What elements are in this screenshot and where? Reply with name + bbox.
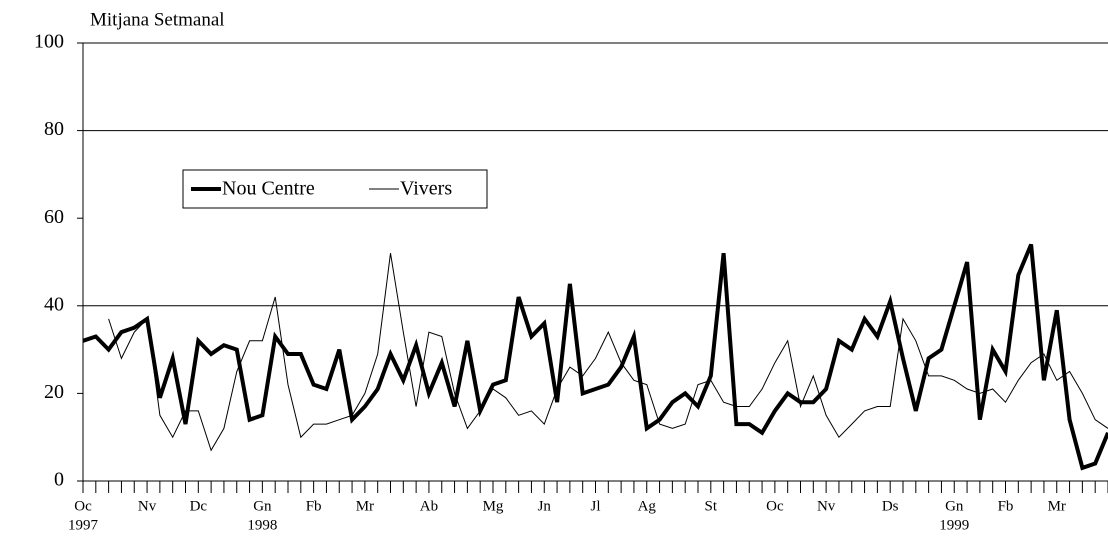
x-year-label: 1998 bbox=[247, 517, 277, 533]
x-tick-label: Mr bbox=[356, 498, 374, 514]
legend-label: Nou Centre bbox=[222, 178, 315, 200]
y-tick-label: 0 bbox=[54, 469, 64, 491]
x-tick-label: St bbox=[705, 498, 718, 514]
x-tick-label: Jn bbox=[538, 498, 552, 514]
series-line bbox=[82, 243, 1108, 471]
x-tick-label: Oc bbox=[766, 498, 784, 514]
x-tick-label: Oc bbox=[74, 498, 92, 514]
legend-label: Vivers bbox=[400, 178, 452, 200]
x-tick-label: Mr bbox=[1048, 498, 1066, 514]
series-line bbox=[108, 253, 1108, 452]
x-tick-label: Gn bbox=[253, 498, 272, 514]
x-tick-label: Nv bbox=[138, 498, 157, 514]
x-tick-label: Gn bbox=[945, 498, 964, 514]
y-tick-label: 80 bbox=[44, 118, 64, 140]
y-tick-label: 40 bbox=[44, 293, 64, 315]
x-tick-label: Jl bbox=[590, 498, 600, 514]
x-tick-label: Ab bbox=[420, 498, 438, 514]
chart-title: Mitjana Setmanal bbox=[90, 9, 225, 30]
y-tick-label: 20 bbox=[44, 381, 64, 403]
x-tick-label: Fb bbox=[306, 498, 322, 514]
x-year-label: 1997 bbox=[68, 517, 99, 533]
x-tick-label: Dc bbox=[190, 498, 208, 514]
x-tick-label: Fb bbox=[998, 498, 1014, 514]
legend-box bbox=[182, 169, 488, 209]
y-tick-label: 60 bbox=[44, 206, 64, 228]
x-tick-label: Nv bbox=[817, 498, 836, 514]
x-year-label: 1999 bbox=[939, 517, 969, 533]
x-tick-label: Mg bbox=[483, 498, 504, 514]
y-tick-label: 100 bbox=[34, 31, 64, 53]
x-tick-label: Ag bbox=[638, 498, 657, 514]
x-tick-label: Ds bbox=[882, 498, 899, 514]
